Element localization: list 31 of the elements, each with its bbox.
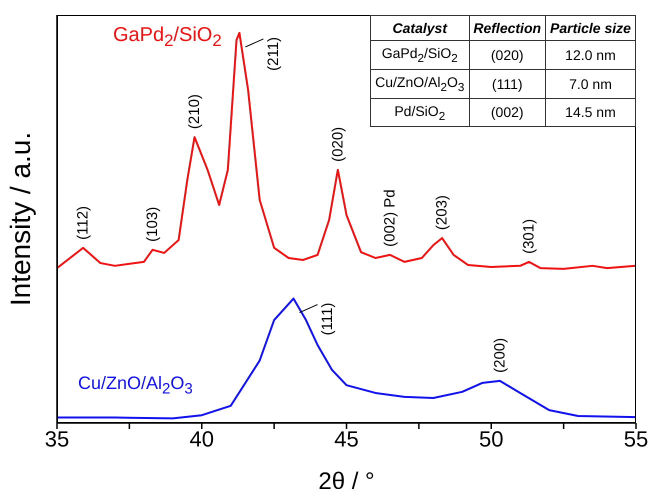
annotation: Pd/SiO$_{2}$ xyxy=(394,102,446,122)
x-tick-label: 45 xyxy=(334,426,359,452)
annotation: 12.0 nm xyxy=(565,46,616,63)
annotation: 7.0 nm xyxy=(569,76,612,92)
annotation: (203) xyxy=(434,195,451,230)
annotation: Particle size xyxy=(550,20,631,36)
annotation: (002) xyxy=(490,104,524,120)
annotation: (112) xyxy=(74,206,92,240)
x-tick-label: 50 xyxy=(479,426,504,452)
annotation: (020) xyxy=(490,46,524,63)
annotation: 14.5 nm xyxy=(565,104,616,120)
annotation: (103) xyxy=(144,206,162,242)
annotation: (002) Pd xyxy=(381,189,398,247)
x-tick-label: 40 xyxy=(190,426,214,452)
y-axis-title: Intensity / a.u. xyxy=(4,132,36,306)
annotation: Cu/ZnO/Al$_{2}$O$_{3}$ xyxy=(375,74,464,94)
x-axis-title: 2θ / ° xyxy=(318,468,375,495)
annotation: (211) xyxy=(264,36,282,71)
annotation: (020) xyxy=(329,126,346,162)
series-label: Cu/ZnO/Al$_{2}$O$_{3}$ xyxy=(78,373,193,398)
series-label: GaPd$_{2}$/SiO$_{2}$ xyxy=(113,24,222,51)
x-tick-label: 35 xyxy=(44,426,70,452)
x-tick-label: 55 xyxy=(624,426,648,452)
annotation: Catalyst xyxy=(392,20,447,36)
annotation: (210) xyxy=(186,94,204,130)
annotation: GaPd$_{2}$/SiO$_{2}$ xyxy=(382,45,458,65)
annotation: Reflection xyxy=(473,20,542,36)
annotation: (111) xyxy=(492,76,523,92)
annotation: (111) xyxy=(319,302,336,336)
annotation: (301) xyxy=(520,218,538,254)
annotation: (200) xyxy=(491,338,508,373)
